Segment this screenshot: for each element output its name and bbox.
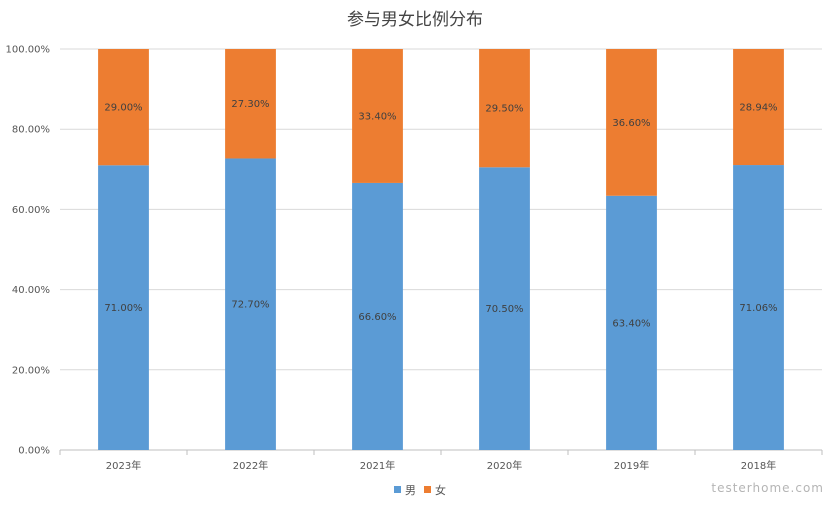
bar-segment-male	[479, 167, 530, 451]
bars: 71.00% 29.00% 72.70% 27.30% 66.60% 33.40% 70.5…	[98, 49, 784, 451]
data-label: 71.06%	[739, 303, 777, 314]
bar-segment-male	[352, 182, 403, 450]
x-category-label: 2020年	[487, 459, 522, 472]
data-label: 72.70%	[231, 300, 269, 311]
bar-segment-female	[479, 49, 530, 168]
bar-segment-female	[352, 49, 403, 183]
data-label: 33.40%	[358, 111, 396, 122]
data-label: 36.60%	[612, 118, 650, 129]
data-label: 63.40%	[612, 318, 650, 329]
chart-title: 参与男女比例分布	[347, 10, 483, 30]
gridlines	[60, 48, 822, 451]
data-label: 29.50%	[485, 104, 523, 115]
bar-segment-male	[225, 158, 276, 450]
y-tick-label: 60.00%	[12, 205, 50, 216]
bar-segment-male	[98, 165, 149, 451]
bar-segment-male	[733, 165, 784, 451]
data-label: 29.00%	[104, 103, 142, 114]
x-axis: 2023年 2022年 2021年 2020年 2019年 2018年	[59, 450, 823, 472]
bar-segment-male	[606, 195, 657, 450]
data-label: 27.30%	[231, 99, 269, 110]
x-category-label: 2018年	[741, 459, 776, 472]
data-label: 71.00%	[104, 303, 142, 314]
bar-segment-female	[606, 49, 657, 196]
legend-swatch-male	[394, 486, 401, 493]
y-tick-label: 20.00%	[12, 365, 50, 376]
legend-label-male: 男	[405, 484, 416, 497]
y-tick-label: 80.00%	[12, 125, 50, 136]
x-category-label: 2019年	[614, 459, 649, 472]
y-tick-label: 100.00%	[6, 45, 51, 56]
data-label: 28.94%	[739, 103, 777, 114]
bar-segment-female	[733, 49, 784, 166]
y-axis: 0.00% 20.00% 40.00% 60.00% 80.00% 100.00%	[6, 45, 51, 457]
legend-label-female: 女	[435, 483, 446, 497]
data-label: 66.60%	[358, 312, 396, 323]
legend-swatch-female	[424, 486, 431, 493]
y-tick-label: 40.00%	[12, 285, 50, 296]
bar-segment-female	[98, 49, 149, 166]
bar-segment-female	[225, 49, 276, 159]
watermark: testerhome.com	[711, 481, 824, 495]
x-category-label: 2021年	[360, 459, 395, 472]
y-tick-label: 0.00%	[18, 446, 50, 457]
legend: 男女	[394, 483, 446, 497]
data-label: 70.50%	[485, 304, 523, 315]
x-category-label: 2022年	[233, 459, 268, 472]
x-category-label: 2023年	[106, 459, 141, 472]
